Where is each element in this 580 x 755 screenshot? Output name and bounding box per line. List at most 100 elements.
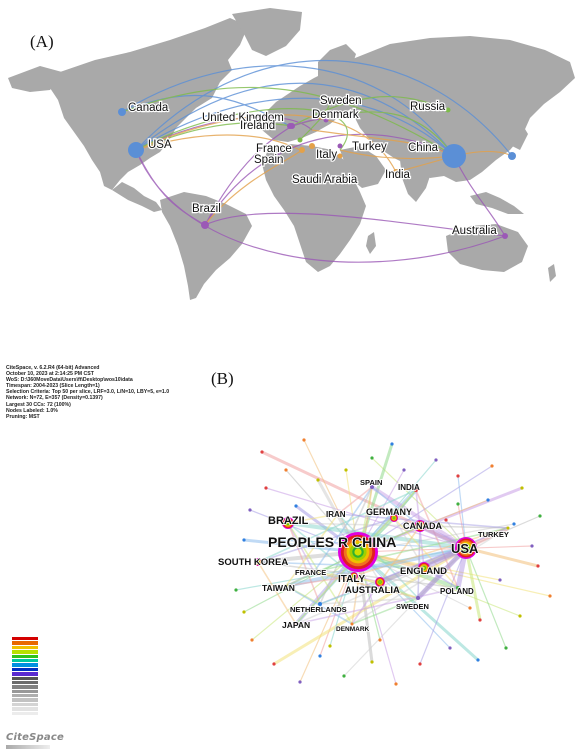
network-edge (295, 567, 425, 625)
link (135, 108, 348, 151)
network-edge (356, 550, 480, 662)
network-minor-node (342, 674, 346, 678)
network-edge (257, 561, 425, 569)
network-minor-node (468, 606, 472, 610)
node-dot (336, 512, 340, 516)
map-node (299, 147, 305, 153)
map-node (337, 143, 343, 149)
network-edge (417, 525, 421, 599)
network-minor-node (476, 658, 480, 662)
node-dot (318, 602, 322, 606)
network-minor-node (274, 538, 278, 542)
network-edge (337, 513, 419, 599)
network-minor-node (284, 468, 288, 472)
network-node-label: ENGLAND (400, 566, 447, 577)
node-core (464, 546, 468, 550)
map-country-label: China (408, 142, 439, 154)
map-country-label: Denmark (312, 109, 359, 121)
network-node (414, 520, 426, 532)
network-edge (287, 513, 339, 524)
network-minor-node (498, 578, 502, 582)
legend-swatch (12, 672, 38, 676)
link (135, 122, 293, 151)
network-minor-node (264, 486, 268, 490)
node-core (418, 524, 422, 528)
network-minor-node (538, 514, 542, 518)
network-node (414, 488, 418, 492)
landmass-india (400, 160, 432, 202)
network-node-label: CANADA (403, 521, 442, 531)
network-edge (465, 546, 539, 568)
network-edge (465, 547, 507, 649)
network-edge (285, 513, 339, 587)
network-minor-node (490, 464, 494, 468)
node-core (393, 517, 395, 519)
landmass-alaska (8, 66, 62, 92)
legend-swatch (12, 637, 38, 641)
network-node (390, 514, 398, 522)
network-node (455, 537, 477, 559)
network-edge (313, 486, 373, 573)
link (204, 149, 303, 226)
network-node (293, 621, 299, 627)
network-edge (357, 545, 533, 553)
map-country-label: Turkey (352, 141, 387, 153)
network-edge (295, 587, 459, 625)
network-edge (313, 571, 419, 599)
network-edge (416, 546, 468, 600)
landmass-new-zealand (548, 264, 556, 282)
link (135, 82, 455, 157)
network-minor-node (242, 538, 246, 542)
legend-swatch (12, 685, 38, 689)
node-dot (506, 526, 510, 530)
map-node (128, 142, 144, 158)
network-node-label: FRANCE (295, 568, 326, 577)
year-color-legend (12, 637, 38, 716)
network-node-label: TAIWAN (262, 583, 295, 593)
map-node (309, 143, 315, 149)
network-edge (353, 527, 509, 577)
network-minor-node (344, 468, 348, 472)
citespace-metadata: CiteSpace, v. 6.2.R4 (64-bit) Advanced O… (6, 365, 169, 420)
node-dot (414, 488, 418, 492)
map-country-label: Italy (316, 149, 337, 161)
network-minor-node (378, 638, 382, 642)
network-minor-node (536, 564, 540, 568)
legend-swatch (12, 707, 38, 711)
network-minor-node (272, 662, 276, 666)
node-dot (370, 485, 374, 489)
network-minor-node (234, 588, 238, 592)
network-node (350, 622, 354, 626)
landmass-africa (262, 144, 366, 272)
meta-line: WoS: D:\360MoveData\Users\ft\Desktop\wos… (6, 377, 133, 384)
legend-swatch (12, 667, 38, 672)
legend-swatch (12, 658, 38, 663)
network-edge (357, 551, 471, 609)
network-minor-node (548, 594, 552, 598)
meta-line: October 10, 2023 at 2:14:25 PM CST (6, 371, 94, 378)
landmass-europe (262, 66, 368, 142)
network-edge (257, 517, 395, 563)
logo-underline (6, 745, 50, 749)
network-edge (464, 547, 482, 621)
map-country-label: Australia (452, 225, 497, 237)
network-node-label: ITALY (338, 574, 366, 585)
network-minor-node (520, 486, 524, 490)
network-minor-node (298, 680, 302, 684)
map-country-label: United Kingdom (202, 112, 284, 124)
network-edge (423, 567, 459, 589)
map-node (442, 144, 466, 168)
network-minor-node (444, 518, 448, 522)
network-minor-node (294, 504, 298, 508)
network-node (350, 572, 358, 580)
landmass-asia (348, 36, 575, 182)
node-core (286, 521, 290, 525)
link (135, 134, 301, 151)
map-country-label: India (385, 169, 411, 181)
map-node (393, 169, 399, 175)
link (291, 96, 449, 127)
legend-swatch (12, 645, 38, 650)
meta-line: Timespan: 2004-2023 (Slice Length=1) (6, 383, 100, 390)
network-nodes (234, 438, 552, 686)
